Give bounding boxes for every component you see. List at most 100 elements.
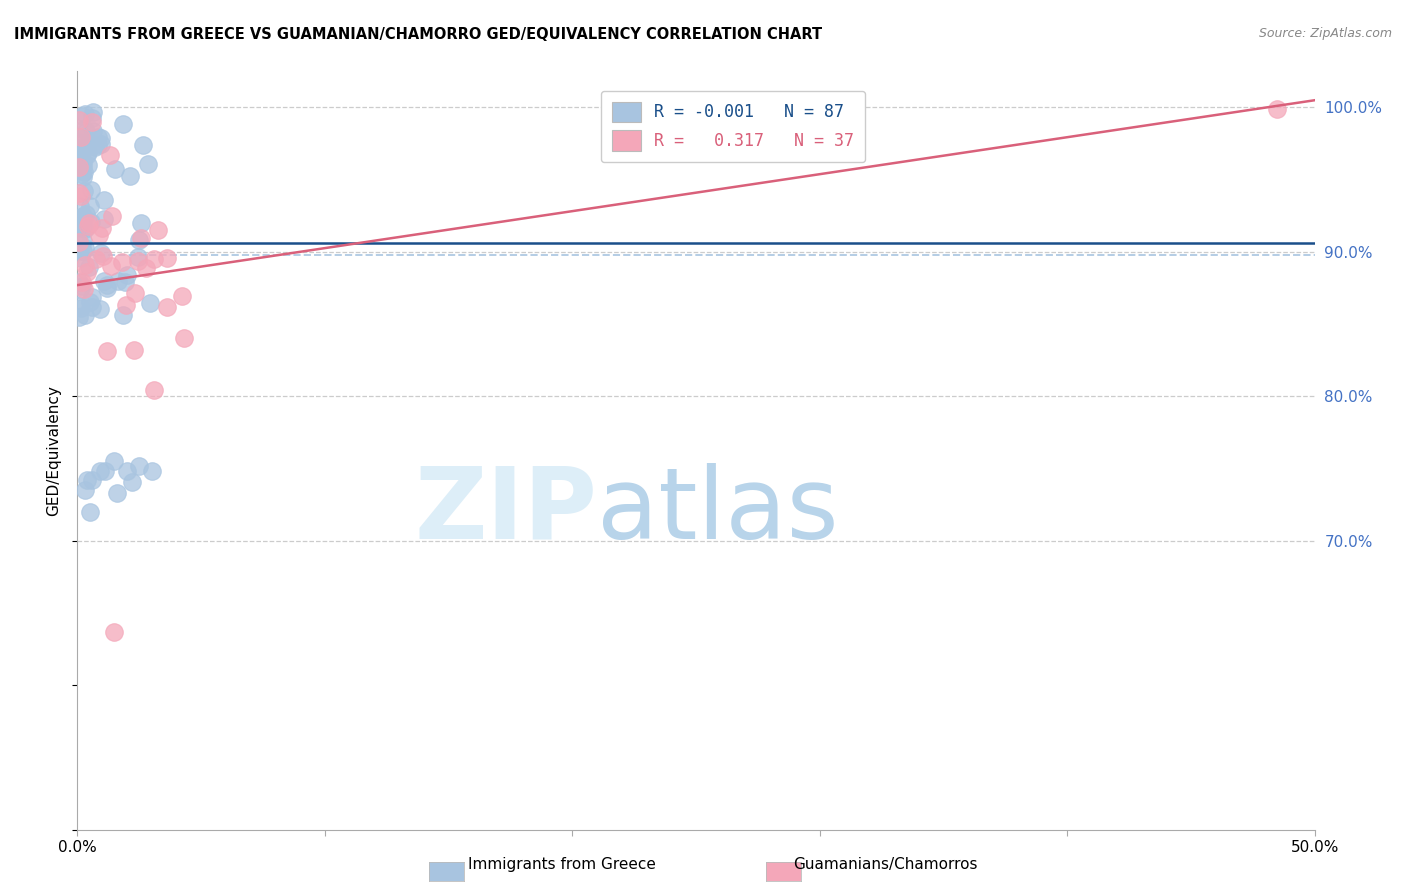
Point bbox=[121, 475, 143, 489]
Point bbox=[72, 234, 94, 248]
Point bbox=[111, 308, 134, 322]
Point bbox=[70, 167, 93, 181]
Point bbox=[135, 261, 157, 276]
Point bbox=[72, 244, 94, 259]
Point bbox=[89, 302, 111, 317]
Point bbox=[136, 157, 159, 171]
Point bbox=[67, 235, 90, 250]
Y-axis label: GED/Equivalency: GED/Equivalency bbox=[46, 385, 62, 516]
Point bbox=[139, 296, 162, 310]
Point bbox=[73, 121, 96, 136]
Point bbox=[80, 182, 103, 196]
Point bbox=[129, 231, 152, 245]
Point bbox=[93, 211, 115, 226]
Text: Source: ZipAtlas.com: Source: ZipAtlas.com bbox=[1258, 27, 1392, 40]
Point bbox=[79, 295, 101, 310]
Point bbox=[170, 289, 193, 303]
Point bbox=[156, 301, 179, 315]
Point bbox=[79, 505, 101, 519]
Point bbox=[69, 236, 91, 251]
Point bbox=[82, 290, 104, 304]
Text: ZIP: ZIP bbox=[415, 463, 598, 559]
Point bbox=[89, 464, 111, 478]
Point bbox=[69, 189, 91, 203]
Point bbox=[69, 244, 91, 259]
Point bbox=[117, 268, 139, 282]
Point bbox=[69, 199, 91, 213]
Point bbox=[72, 141, 94, 155]
Point bbox=[90, 137, 112, 152]
Point bbox=[72, 136, 94, 150]
Point bbox=[90, 131, 112, 145]
Point bbox=[77, 219, 100, 234]
Point bbox=[105, 486, 128, 500]
Point bbox=[73, 309, 96, 323]
Point bbox=[69, 282, 91, 296]
Point bbox=[91, 249, 114, 263]
Point bbox=[1267, 102, 1289, 116]
Point bbox=[127, 250, 149, 264]
Point bbox=[72, 209, 94, 223]
Point bbox=[79, 198, 101, 212]
Point bbox=[89, 227, 111, 242]
Point bbox=[67, 219, 90, 233]
Point bbox=[122, 343, 145, 357]
Point bbox=[67, 153, 90, 167]
Point bbox=[124, 285, 146, 300]
Point bbox=[90, 246, 112, 260]
Point bbox=[67, 299, 90, 313]
Point bbox=[76, 473, 98, 487]
Point bbox=[98, 147, 121, 161]
Point bbox=[96, 278, 118, 293]
Point bbox=[75, 207, 97, 221]
Point bbox=[67, 160, 90, 174]
Point bbox=[155, 252, 177, 266]
Point bbox=[77, 145, 100, 160]
Point bbox=[127, 253, 149, 268]
Point bbox=[148, 223, 170, 237]
Point bbox=[76, 148, 98, 162]
Point bbox=[114, 275, 136, 289]
Point bbox=[129, 216, 152, 230]
Point bbox=[111, 255, 134, 269]
Point bbox=[67, 129, 90, 144]
Point bbox=[70, 278, 93, 293]
Point bbox=[73, 165, 96, 179]
Point bbox=[69, 251, 91, 265]
Point bbox=[91, 220, 114, 235]
Point bbox=[100, 259, 122, 273]
Point bbox=[73, 107, 96, 121]
Point bbox=[70, 109, 93, 123]
Point bbox=[115, 464, 138, 478]
Point bbox=[75, 241, 97, 255]
Point bbox=[103, 624, 125, 639]
Point bbox=[101, 209, 124, 223]
Point bbox=[103, 454, 125, 468]
Point bbox=[72, 220, 94, 235]
Point bbox=[104, 162, 127, 177]
Point bbox=[67, 186, 90, 201]
Point bbox=[75, 124, 97, 138]
Point bbox=[86, 130, 108, 145]
Point bbox=[70, 145, 93, 159]
Point bbox=[70, 141, 93, 155]
Point bbox=[82, 105, 104, 120]
Point bbox=[120, 169, 142, 183]
Point bbox=[77, 260, 100, 274]
Point bbox=[73, 221, 96, 235]
Point bbox=[93, 274, 115, 288]
Point bbox=[80, 114, 103, 128]
Point bbox=[72, 155, 94, 169]
Point bbox=[73, 282, 96, 296]
Point bbox=[128, 458, 150, 473]
Point bbox=[132, 138, 155, 153]
Point bbox=[80, 111, 103, 125]
Point bbox=[72, 169, 94, 184]
Text: atlas: atlas bbox=[598, 463, 838, 559]
Point bbox=[77, 216, 100, 230]
Point bbox=[93, 464, 115, 478]
Point bbox=[142, 252, 165, 267]
Point bbox=[112, 117, 135, 131]
Point bbox=[80, 215, 103, 229]
Point bbox=[67, 113, 90, 128]
